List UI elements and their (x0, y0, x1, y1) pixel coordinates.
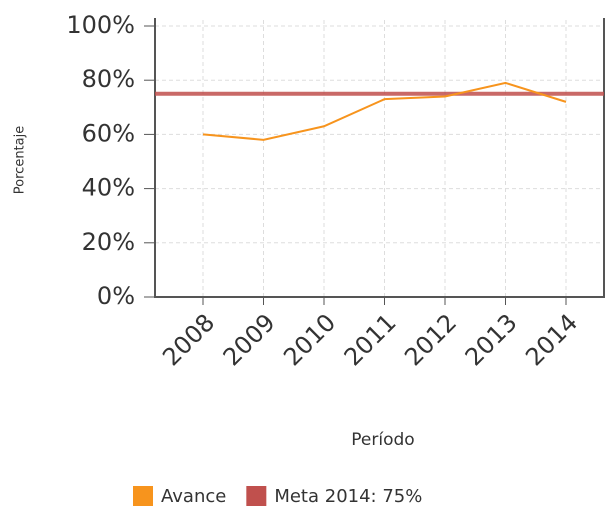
line (202, 81, 567, 141)
y-tick-label: 60% (82, 119, 135, 147)
x-tick-label: 2010 (278, 308, 341, 371)
axis (154, 18, 605, 298)
y-tick-label: 40% (82, 174, 135, 202)
y-tick-label: 0% (97, 282, 135, 310)
y-axis-label: Porcentaje (13, 126, 28, 194)
x-tick-label: 2012 (399, 308, 462, 371)
y-tick-label: 20% (82, 228, 135, 256)
legend-label: Avance (161, 486, 226, 507)
legend-swatch (246, 486, 267, 506)
x-tick-label: 2009 (218, 308, 281, 371)
legend-label: Meta 2014: 75% (274, 486, 422, 507)
x-tick-label: 2008 (157, 308, 220, 371)
x-tick-label: 2014 (520, 308, 583, 371)
legend-swatch (133, 486, 153, 506)
y-tick-label: 80% (82, 65, 135, 93)
y-tick-label: 100% (66, 11, 135, 39)
x-tick-label: 2013 (460, 308, 523, 371)
x-axis-label: Período (351, 430, 414, 450)
x-tick-label: 2011 (339, 308, 402, 371)
